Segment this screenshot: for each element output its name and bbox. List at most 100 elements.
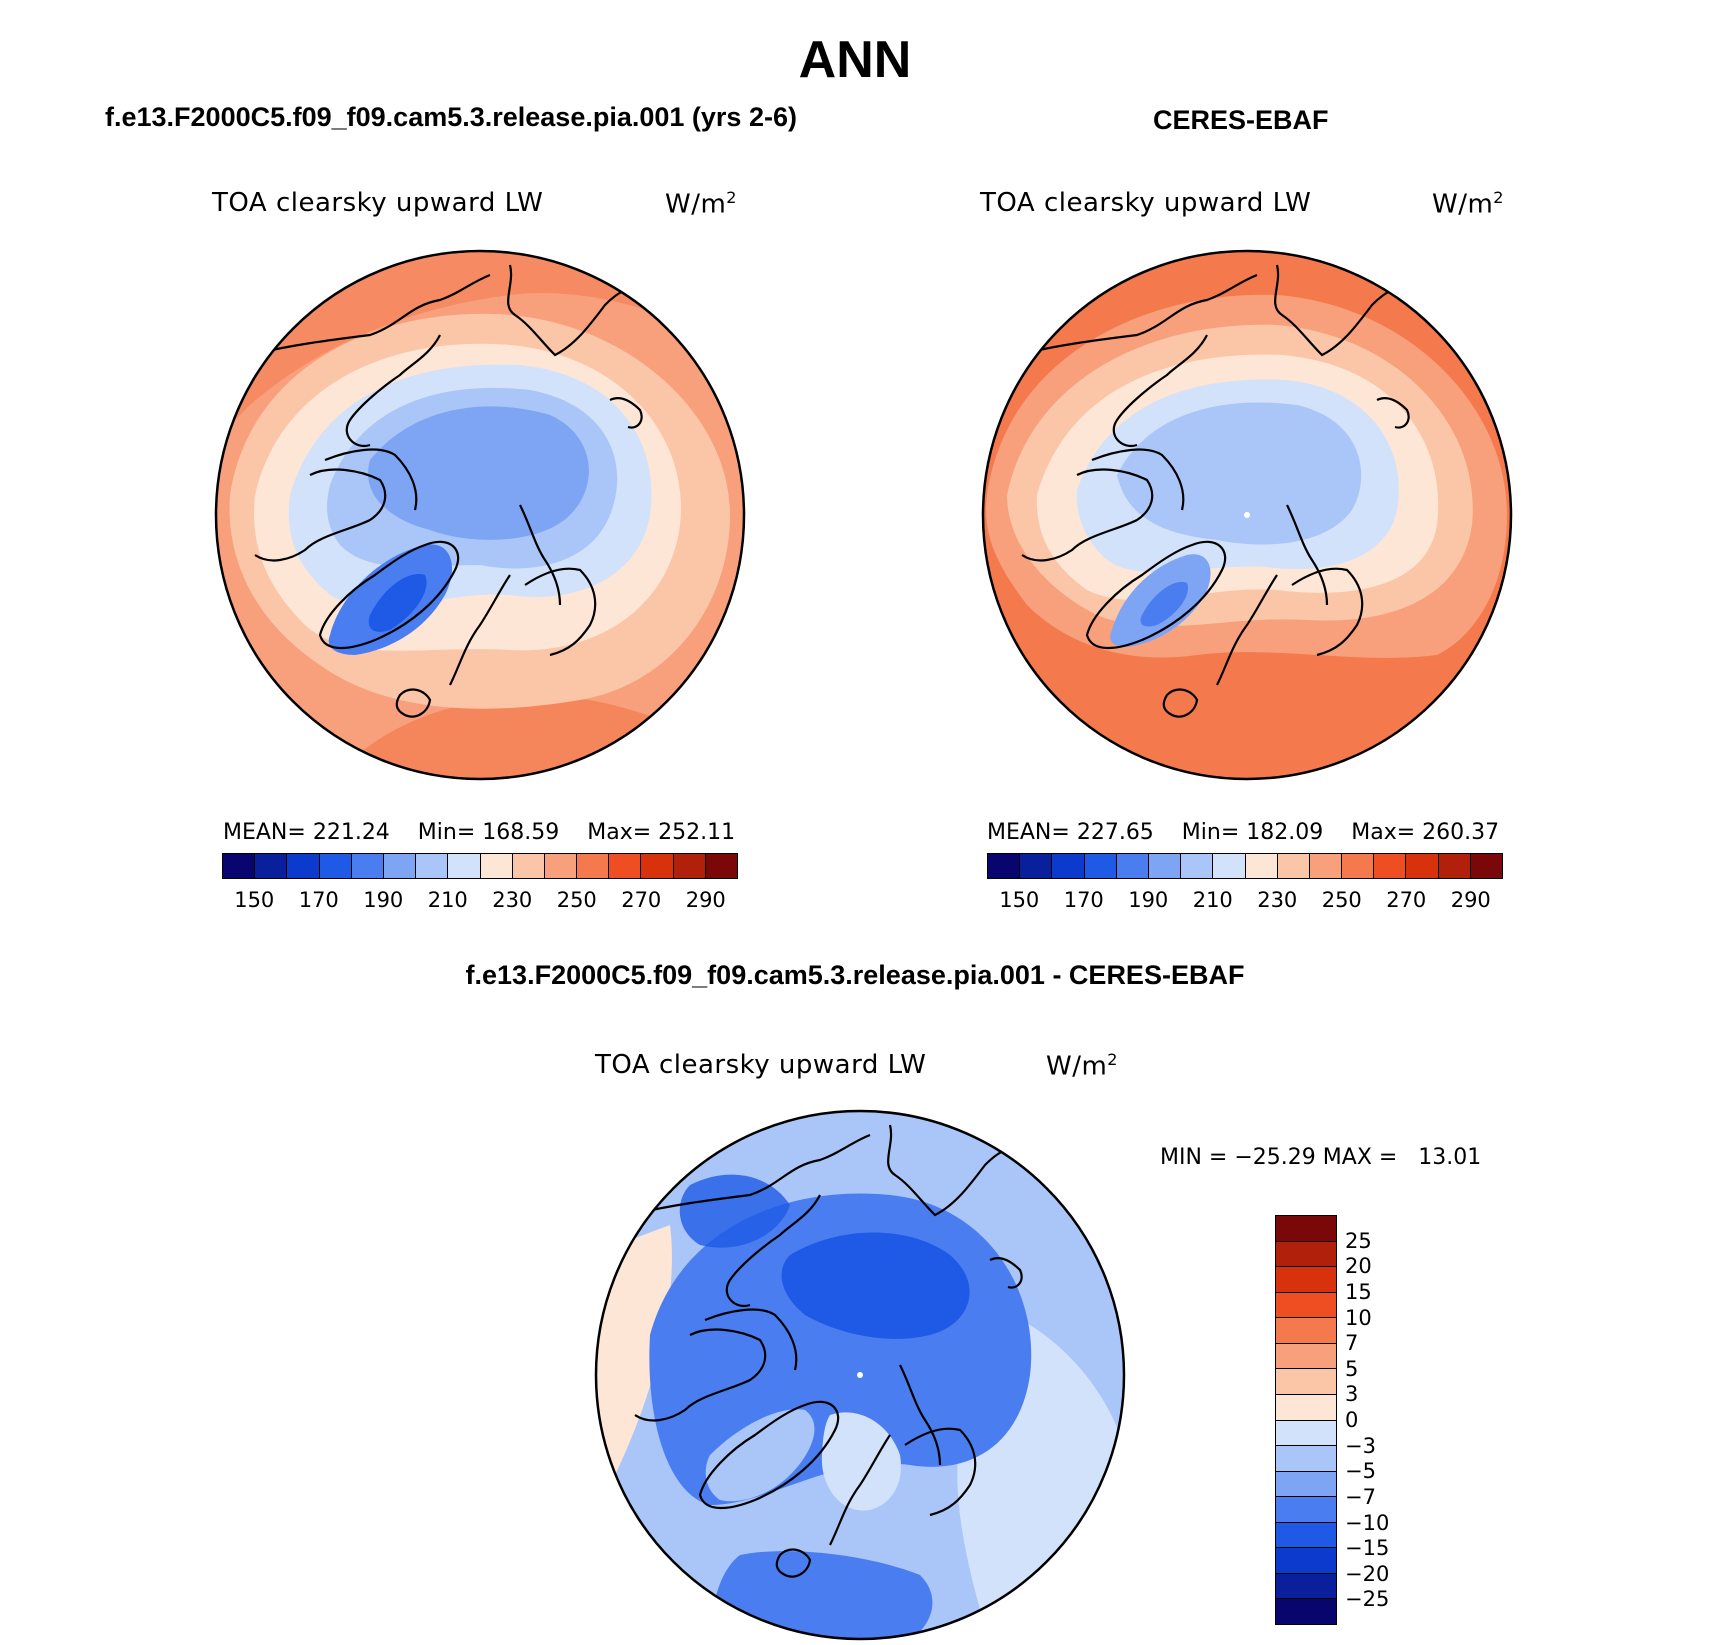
colorbar-box (988, 854, 1021, 878)
colorbar-tick-label: −25 (1345, 1587, 1390, 1612)
obs-colorbar (987, 853, 1503, 879)
colorbar-tick-label: 25 (1345, 1228, 1372, 1253)
figure-title: ANN (798, 31, 912, 89)
colorbar-tick-label: 170 (298, 888, 339, 912)
colorbar-box (1276, 1267, 1336, 1293)
colorbar-box (1277, 854, 1310, 878)
colorbar-tick-label: 250 (1321, 888, 1362, 912)
model-variable-label: TOA clearsky upward LW (212, 188, 544, 218)
diff-variable-label: TOA clearsky upward LW (595, 1050, 927, 1080)
colorbar-box (1020, 854, 1053, 878)
colorbar-box (1213, 854, 1246, 878)
colorbar-box (1116, 854, 1149, 878)
colorbar-box (351, 854, 384, 878)
colorbar-box (1276, 1369, 1336, 1395)
colorbar-tick-label: −7 (1345, 1484, 1376, 1509)
diff-polar-map (594, 1109, 1126, 1641)
colorbar-box (1406, 854, 1439, 878)
model-units-label: W/m2 (665, 188, 737, 220)
colorbar-tick-label: −15 (1345, 1536, 1390, 1561)
colorbar-box (448, 854, 481, 878)
colorbar-box (1438, 854, 1471, 878)
colorbar-box (319, 854, 352, 878)
colorbar-box (255, 854, 288, 878)
colorbar-box (1374, 854, 1407, 878)
colorbar-box (609, 854, 642, 878)
model-colorbar-ticks: 150 170 190 210 230 250 270 290 (222, 888, 738, 916)
colorbar-tick-label: 170 (1063, 888, 1104, 912)
colorbar-tick-label: 7 (1345, 1331, 1359, 1356)
colorbar-box (1276, 1394, 1336, 1421)
diff-stats: MIN = −25.29 MAX = 13.01 (1160, 1145, 1482, 1170)
colorbar-box (1276, 1548, 1336, 1574)
colorbar-box (1245, 854, 1278, 878)
obs-colorbar-ticks: 150 170 190 210 230 250 270 290 (987, 888, 1503, 916)
colorbar-box (1276, 1292, 1336, 1319)
colorbar-tick-label: 0 (1345, 1408, 1359, 1432)
colorbar-tick-label: 270 (1386, 888, 1427, 912)
colorbar-box (512, 854, 545, 878)
obs-stats: MEAN= 227.65 Min= 182.09 Max= 260.37 (987, 820, 1500, 845)
colorbar-tick-label: 150 (999, 888, 1040, 912)
colorbar-tick-label: 3 (1345, 1382, 1359, 1407)
colorbar-tick-label: 190 (1128, 888, 1169, 912)
colorbar-tick-label: −3 (1345, 1433, 1376, 1458)
colorbar-tick-label: 15 (1345, 1279, 1372, 1304)
diff-case-title: f.e13.F2000C5.f09_f09.cam5.3.release.pia… (465, 960, 1245, 990)
colorbar-box (1276, 1241, 1336, 1268)
colorbar-box (1276, 1343, 1336, 1370)
colorbar-box (577, 854, 610, 878)
model-stats: MEAN= 221.24 Min= 168.59 Max= 252.11 (223, 820, 736, 845)
colorbar-box (1276, 1420, 1336, 1447)
obs-units-label: W/m2 (1432, 188, 1504, 220)
colorbar-box (1181, 854, 1214, 878)
colorbar-tick-label: −5 (1345, 1459, 1376, 1484)
colorbar-tick-label: 20 (1345, 1254, 1372, 1279)
colorbar-tick-label: 5 (1345, 1356, 1359, 1381)
colorbar-box (1276, 1216, 1336, 1242)
colorbar-box (383, 854, 417, 878)
colorbar-box (705, 854, 737, 878)
colorbar-tick-label: 270 (621, 888, 662, 912)
colorbar-box (1148, 854, 1182, 878)
colorbar-box (1276, 1471, 1336, 1498)
colorbar-tick-label: 210 (427, 888, 468, 912)
colorbar-box (1309, 854, 1343, 878)
diff-colorbar (1275, 1215, 1337, 1625)
colorbar-tick-label: 290 (685, 888, 726, 912)
colorbar-tick-label: 230 (1257, 888, 1298, 912)
colorbar-box (544, 854, 578, 878)
colorbar-tick-label: 290 (1450, 888, 1491, 912)
colorbar-tick-label: 150 (234, 888, 275, 912)
colorbar-box (416, 854, 449, 878)
model-polar-map (214, 249, 746, 781)
diff-colorbar-ticks: 25 20 15 10 7 5 3 0 −3 −5 −7 −10 −15 −20 −25 (1345, 1215, 1425, 1625)
colorbar-tick-label: −20 (1345, 1561, 1390, 1586)
obs-variable-label: TOA clearsky upward LW (980, 188, 1312, 218)
model-colorbar (222, 853, 738, 879)
colorbar-box (1342, 854, 1375, 878)
colorbar-box (1276, 1497, 1336, 1523)
colorbar-box (1084, 854, 1117, 878)
colorbar-tick-label: 190 (363, 888, 404, 912)
model-case-title: f.e13.F2000C5.f09_f09.cam5.3.release.pia… (105, 102, 797, 132)
colorbar-box (1276, 1573, 1336, 1600)
colorbar-tick-label: 210 (1192, 888, 1233, 912)
obs-polar-map (981, 249, 1513, 781)
colorbar-tick-label: −10 (1345, 1510, 1390, 1535)
colorbar-box (1052, 854, 1085, 878)
colorbar-box (223, 854, 256, 878)
colorbar-box (287, 854, 320, 878)
diff-units-label: W/m2 (1046, 1050, 1118, 1082)
colorbar-box (1276, 1522, 1336, 1549)
colorbar-box (1276, 1446, 1336, 1472)
colorbar-tick-label: 10 (1345, 1305, 1372, 1330)
colorbar-box (673, 854, 706, 878)
colorbar-box (1276, 1599, 1336, 1624)
colorbar-box (641, 854, 674, 878)
colorbar-box (1470, 854, 1502, 878)
colorbar-tick-label: 230 (492, 888, 533, 912)
colorbar-box (480, 854, 513, 878)
obs-case-title: CERES-EBAF (1153, 105, 1329, 135)
colorbar-tick-label: 250 (556, 888, 597, 912)
